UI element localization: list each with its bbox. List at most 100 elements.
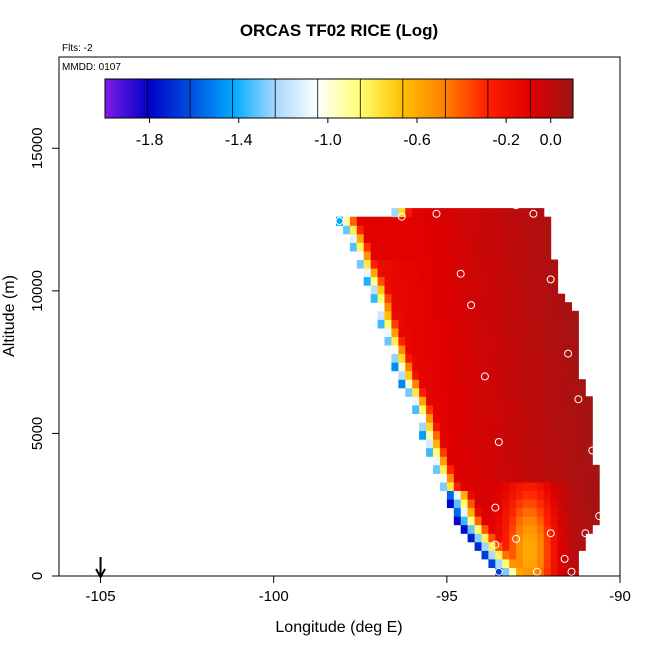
rice-cell	[488, 447, 496, 457]
rice-cell	[523, 507, 531, 517]
rice-cell	[363, 242, 372, 252]
rice-cell	[419, 336, 427, 346]
rice-cell	[460, 473, 469, 483]
rice-cell	[502, 422, 510, 432]
rice-cell	[536, 285, 545, 295]
rice-cell	[474, 293, 482, 303]
colorbar-cell	[532, 79, 536, 118]
rice-cell	[391, 345, 399, 355]
rice-cell	[377, 293, 385, 303]
colorbar-cell	[166, 79, 170, 118]
rice-cell	[523, 345, 531, 355]
rice-cell	[536, 336, 545, 346]
colorbar-cell	[160, 79, 164, 118]
rice-cell	[571, 319, 579, 329]
rice-cell	[516, 285, 524, 295]
rice-cell	[433, 259, 441, 269]
rice-cell	[460, 439, 469, 449]
rice-cell	[495, 276, 503, 286]
rice-cell	[439, 285, 448, 295]
colorbar-cell	[327, 79, 331, 118]
rice-cell	[530, 216, 538, 226]
rice-cell	[433, 345, 441, 355]
rice-cell	[405, 327, 413, 337]
rice-cell	[564, 353, 572, 363]
rice-cell	[426, 276, 434, 286]
rice-cell	[536, 293, 545, 303]
rice-cell	[481, 516, 489, 526]
rice-cell	[516, 276, 524, 286]
rice-cell	[488, 225, 496, 235]
colorbar-cell	[298, 79, 302, 118]
rice-cell	[467, 447, 475, 457]
rice-cell	[502, 550, 510, 560]
rice-cell	[419, 379, 427, 389]
rice-cell	[439, 473, 448, 483]
colorbar-cell	[330, 79, 334, 118]
rice-cell	[439, 259, 448, 269]
rice-cell	[412, 259, 420, 269]
rice-cell	[419, 327, 427, 337]
colorbar-cell	[143, 79, 147, 118]
rice-cell	[398, 268, 406, 278]
rice-cell	[550, 370, 559, 380]
rice-cell	[467, 533, 475, 543]
rice-cell	[502, 293, 510, 303]
colorbar-cell	[470, 79, 474, 118]
rice-cell	[467, 362, 475, 372]
rice-cell	[391, 302, 399, 312]
colorbar-cell	[356, 79, 360, 118]
rice-cell	[543, 404, 552, 414]
colorbar-cell	[321, 79, 325, 118]
colorbar-cell	[134, 79, 138, 118]
rice-cell	[474, 353, 482, 363]
rice-cell	[481, 430, 489, 440]
rice-cell	[439, 379, 448, 389]
rice-cell	[543, 387, 552, 397]
colorbar-cell	[447, 79, 451, 118]
rice-cell	[467, 413, 475, 423]
colorbar-cell	[216, 79, 220, 118]
rice-cell	[474, 499, 482, 509]
rice-cell	[405, 370, 413, 380]
colorbar: -1.8 -1.4 -1.0 -0.6 -0.2 0.0	[104, 78, 574, 149]
rice-cell	[363, 250, 372, 260]
rice-cell	[557, 550, 566, 560]
rice-cell	[516, 456, 524, 466]
rice-cell	[550, 327, 559, 337]
rice-cell	[405, 225, 413, 235]
rice-cell	[502, 345, 510, 355]
rice-cell	[543, 225, 552, 235]
rice-cell	[523, 567, 531, 577]
rice-cell	[509, 379, 517, 389]
rice-cell	[356, 250, 365, 260]
rice-cell	[571, 345, 579, 355]
rice-cell	[419, 413, 427, 423]
rice-cell	[495, 379, 503, 389]
rice-cell	[536, 507, 545, 517]
rice-cell	[571, 370, 579, 380]
colorbar-tick-label: 0.0	[540, 132, 562, 149]
rice-cell	[495, 285, 503, 295]
rice-cell	[523, 439, 531, 449]
rice-cell	[536, 439, 545, 449]
rice-cell	[550, 302, 559, 312]
rice-cell	[516, 345, 524, 355]
rice-cell	[405, 379, 413, 389]
rice-cell	[550, 550, 559, 560]
rice-cell	[495, 439, 503, 449]
rice-cell	[564, 490, 572, 500]
rice-cell	[384, 327, 392, 337]
rice-cell	[530, 558, 538, 568]
rice-cell	[488, 558, 496, 568]
colorbar-cell	[420, 79, 425, 118]
rice-cell	[495, 430, 503, 440]
colorbar-cell	[523, 79, 527, 118]
rice-cell	[543, 413, 552, 423]
rice-cell	[391, 268, 399, 278]
rice-cell	[481, 319, 489, 329]
rice-cell	[536, 268, 545, 278]
rice-cell	[446, 319, 455, 329]
rice-cell	[467, 250, 475, 260]
rice-cell	[439, 396, 448, 406]
